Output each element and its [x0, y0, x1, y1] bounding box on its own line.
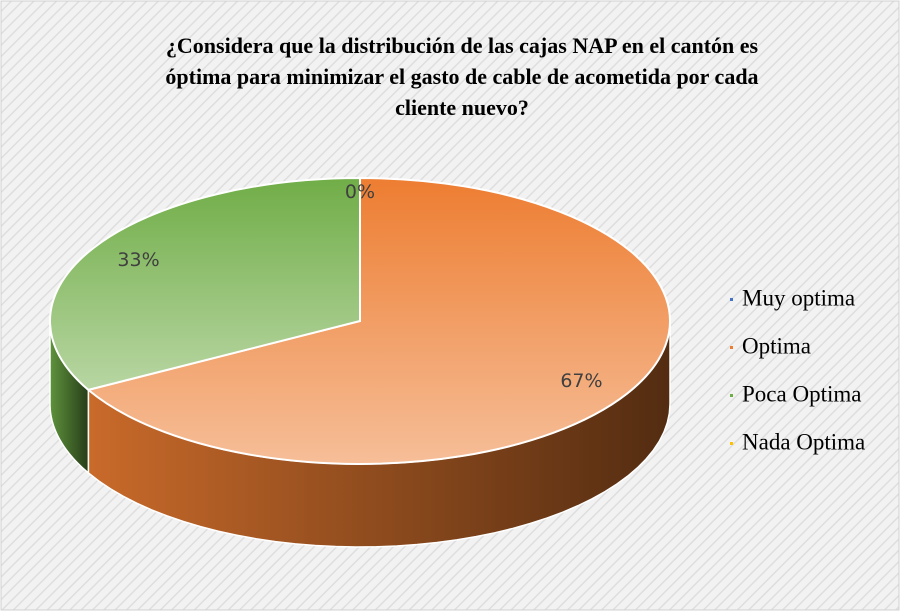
data-label: 67% — [560, 370, 602, 392]
legend-swatch — [730, 346, 733, 349]
legend-label: Nada Optima — [742, 429, 865, 454]
pie-slice — [86, 176, 671, 465]
legend-label: Poca Optima — [742, 381, 861, 406]
chart-title: ¿Considera que la distribución de las ca… — [166, 33, 759, 58]
chart-title: óptima para minimizar el gasto de cable … — [165, 64, 758, 89]
chart-title: cliente nuevo? — [395, 95, 529, 120]
legend-swatch — [730, 394, 733, 397]
data-label: 33% — [117, 249, 159, 271]
pie-slice — [49, 176, 361, 391]
legend-label: Muy optima — [742, 285, 855, 310]
legend-swatch — [730, 298, 733, 301]
legend-swatch — [730, 442, 733, 445]
legend-label: Optima — [742, 333, 811, 358]
data-label: 0% — [345, 181, 375, 203]
